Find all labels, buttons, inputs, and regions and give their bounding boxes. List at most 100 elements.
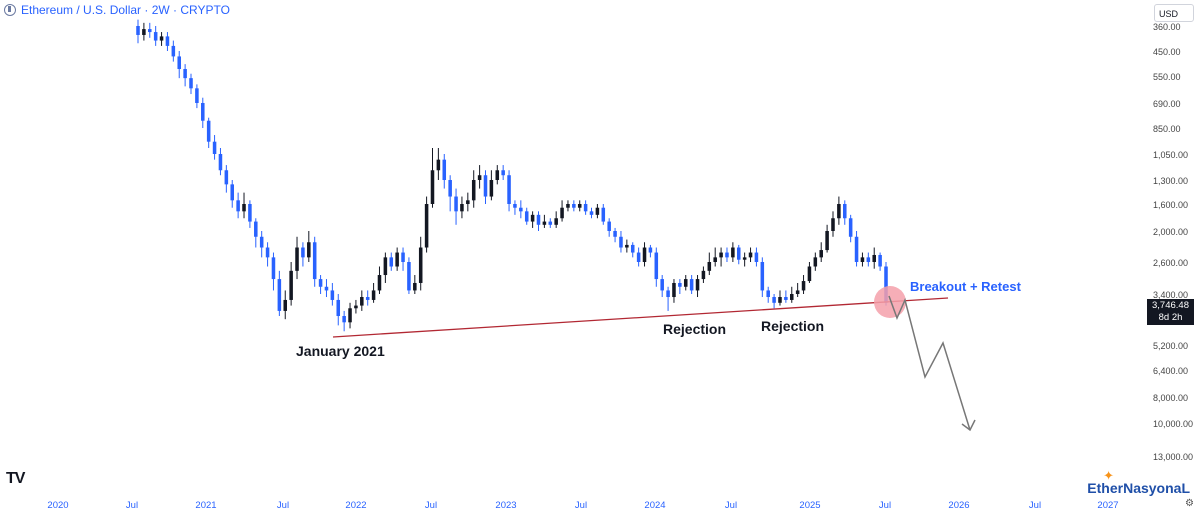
x-tick-label: 2020: [47, 500, 68, 511]
x-tick-label: Jul: [126, 500, 138, 511]
candle-body: [672, 282, 676, 298]
candle-body: [189, 78, 193, 89]
candle-body: [554, 218, 558, 225]
projection-path: [888, 295, 971, 431]
candle-body: [572, 204, 576, 208]
candle-body: [165, 36, 170, 46]
x-tick-label: Jul: [425, 500, 437, 511]
candle-body: [495, 170, 500, 180]
trendline: [332, 297, 949, 338]
candle-body: [460, 204, 464, 212]
candle-body: [159, 36, 164, 41]
candle-body: [660, 279, 664, 291]
y-tick-label: 1,600.00: [1153, 200, 1188, 210]
settings-gear-icon[interactable]: ⚙: [1185, 498, 1194, 509]
candle-body: [843, 204, 847, 219]
candle-body: [678, 282, 682, 287]
candle-body: [878, 254, 882, 267]
candle-body: [201, 103, 205, 121]
x-tick-label: Jul: [1029, 500, 1041, 511]
candle-body: [365, 297, 370, 300]
candle-body: [283, 299, 288, 311]
candle-body: [566, 204, 570, 208]
retest-highlight: [874, 286, 906, 318]
bird-icon: ✦: [1103, 468, 1114, 483]
candle-body: [866, 257, 871, 262]
tradingview-logo[interactable]: TV: [6, 470, 25, 487]
x-tick-label: Jul: [277, 500, 289, 511]
candle-body: [377, 275, 382, 291]
candle-body: [301, 247, 305, 258]
candle-body: [648, 247, 653, 253]
candle-body: [436, 159, 441, 171]
candle-body: [477, 175, 482, 180]
candle-body: [442, 159, 447, 180]
y-tick-label: 10,000.00: [1153, 419, 1193, 429]
y-tick-label: 690.00: [1153, 99, 1181, 109]
candle-body: [666, 290, 670, 298]
x-tick-label: 2021: [195, 500, 216, 511]
candle-body: [766, 290, 770, 298]
candle-body: [389, 257, 394, 267]
candle-body: [148, 29, 152, 33]
candle-body: [860, 257, 865, 262]
candle-body: [230, 184, 235, 201]
candle-body: [430, 170, 435, 204]
candle-body: [224, 170, 229, 185]
candle-body: [560, 207, 564, 219]
candle-body: [483, 175, 488, 197]
candle-body: [307, 242, 311, 258]
candle-body: [707, 262, 712, 271]
currency-selector[interactable]: USD: [1154, 4, 1194, 22]
y-tick-label: 2,000.00: [1153, 227, 1188, 237]
x-tick-label: 2023: [495, 500, 516, 511]
candle-body: [595, 207, 600, 215]
candle-body: [136, 26, 140, 35]
candle-body: [536, 214, 541, 225]
y-tick-label: 550.00: [1153, 72, 1181, 82]
chart-title-bar[interactable]: Ethereum / U.S. Dollar · 2W · CRYPTO: [4, 3, 230, 17]
candle-body: [413, 282, 417, 291]
candle-body: [837, 204, 841, 219]
candle-body: [407, 262, 411, 291]
candle-body: [789, 294, 794, 300]
y-tick-label: 1,050.00: [1153, 150, 1188, 160]
projection-arrow-head: [961, 419, 976, 432]
ethereum-icon: [4, 4, 16, 16]
candle-body: [348, 308, 352, 323]
candle-body: [589, 211, 594, 215]
candle-body: [471, 180, 476, 201]
candle-body: [342, 316, 346, 323]
candle-body: [218, 154, 223, 171]
candle-body: [795, 290, 800, 294]
candle-body: [336, 299, 341, 316]
candle-body: [607, 221, 611, 231]
candle-body: [318, 279, 323, 287]
x-axis: 2020 Jul 2021 Jul 2022 Jul 2023 Jul 2024 Jul 2025 J…: [47, 500, 1118, 511]
candle-body: [295, 247, 299, 271]
current-price-label: 3,746.48 8d 2h: [1147, 299, 1194, 325]
candle-body: [259, 236, 264, 248]
candle-body: [725, 252, 729, 258]
candle-body: [548, 221, 553, 225]
candle-body: [383, 257, 388, 276]
candle-body: [519, 207, 523, 212]
y-tick-label: 850.00: [1153, 124, 1181, 134]
candle-body: [312, 242, 317, 280]
candle-body: [784, 297, 788, 300]
y-tick-label: 450.00: [1153, 47, 1181, 57]
annotation-rejection-1: Rejection: [663, 321, 726, 337]
candle-body: [177, 56, 181, 70]
candle-body: [501, 170, 505, 176]
candle-body: [265, 247, 270, 258]
x-tick-label: 2022: [345, 500, 366, 511]
candle-body: [625, 244, 629, 248]
candle-body: [848, 218, 853, 237]
candle-body: [489, 180, 494, 197]
candle-body: [772, 297, 776, 303]
candle-body: [601, 207, 606, 222]
candle-body: [813, 257, 818, 267]
candle-body: [289, 270, 293, 300]
candle-body: [701, 270, 706, 280]
